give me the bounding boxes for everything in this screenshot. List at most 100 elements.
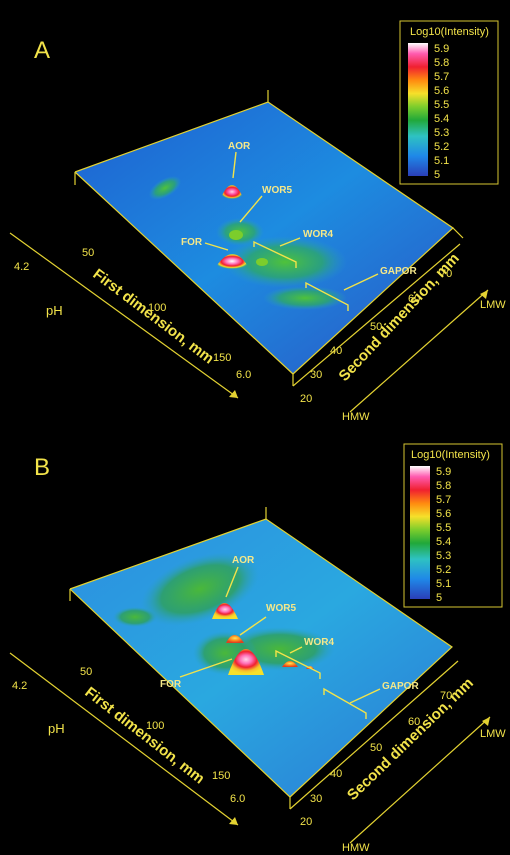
colorbar-tick-label: 5 bbox=[434, 169, 440, 181]
ph-arrow-icon bbox=[229, 817, 238, 825]
peak-for bbox=[228, 649, 264, 675]
second-dim-tick-50: 50 bbox=[370, 321, 382, 333]
peak-for bbox=[214, 254, 250, 270]
colorbar-tick-label: 5 bbox=[436, 592, 442, 604]
peak-label-aor: AOR bbox=[228, 141, 251, 152]
peak-label-wor4: WOR4 bbox=[304, 637, 334, 648]
arrow-gapor bbox=[343, 273, 379, 291]
ph-tick-high: 6.0 bbox=[230, 793, 245, 805]
chart-panel-b: B 4.2 6.0 pH 50 100 150 First dimension,… bbox=[9, 443, 506, 854]
bracket-wor4 bbox=[253, 240, 297, 268]
colorbar-tick-label: 5.2 bbox=[436, 564, 451, 576]
colorbar-legend: Log10(Intensity) 5.9 5.8 5.7 5.6 5.5 5.4 5.3 5.… bbox=[399, 20, 499, 185]
colorbar-tick-label: 5.7 bbox=[436, 494, 451, 506]
second-dim-tick-50: 50 bbox=[370, 742, 382, 754]
ph-arrow-icon bbox=[229, 390, 238, 398]
second-dim-tick-40: 40 bbox=[330, 345, 342, 357]
surface-green-region bbox=[113, 607, 157, 627]
second-dim-tick-20: 20 bbox=[300, 816, 312, 828]
peak-wor4 bbox=[282, 661, 298, 667]
colorbar-tick-label: 5.1 bbox=[434, 155, 449, 167]
arrow-gapor bbox=[349, 688, 381, 704]
peak-label-wor4: WOR4 bbox=[303, 229, 333, 240]
mw-tick-lmw: LMW bbox=[480, 728, 506, 740]
arrow-for bbox=[204, 242, 229, 251]
peak-aor bbox=[212, 603, 238, 619]
colorbar-title: Log10(Intensity) bbox=[411, 449, 490, 461]
second-dim-tick-40: 40 bbox=[330, 768, 342, 780]
ph-axis-label: pH bbox=[48, 721, 65, 736]
second-dim-tick-60: 60 bbox=[408, 716, 420, 728]
colorbar-tick-label: 5.5 bbox=[436, 522, 451, 534]
arrow-wor4 bbox=[279, 237, 301, 247]
peak-wor5 bbox=[229, 230, 243, 240]
panel-letter-b: B bbox=[34, 454, 50, 481]
peak-label-gapor: GAPOR bbox=[380, 266, 417, 277]
colorbar-tick-label: 5.6 bbox=[436, 508, 451, 520]
colorbar-tick-label: 5.2 bbox=[434, 141, 449, 153]
surface-green-region bbox=[263, 286, 347, 310]
mw-arrow-icon bbox=[480, 290, 488, 299]
arrow-aor bbox=[225, 566, 239, 598]
colorbar-tick-label: 5.4 bbox=[434, 113, 449, 125]
mw-arrow-icon bbox=[482, 717, 490, 726]
peak-aor bbox=[220, 185, 244, 200]
surface-green-region bbox=[223, 236, 347, 288]
arrow-wor4 bbox=[289, 646, 303, 654]
peak-label-for: FOR bbox=[160, 679, 182, 690]
second-dim-tick-60: 60 bbox=[408, 293, 420, 305]
peak-label-gapor: GAPOR bbox=[382, 681, 419, 692]
surface-green-region bbox=[148, 176, 182, 200]
colorbar-tick-label: 5.4 bbox=[436, 536, 451, 548]
peak-wor5 bbox=[226, 635, 244, 643]
axis-box bbox=[69, 507, 459, 810]
ph-axis-line bbox=[9, 232, 239, 399]
peak-label-for: FOR bbox=[181, 237, 203, 248]
panel-letter-a: A bbox=[34, 37, 50, 64]
first-dim-tick-50: 50 bbox=[80, 666, 92, 678]
second-dim-tick-30: 30 bbox=[310, 793, 322, 805]
peak-wor4 bbox=[256, 258, 268, 266]
chart-panel-a: A 4.2 6.0 pH 50 100 150 First dimension,… bbox=[9, 20, 506, 423]
first-dim-tick-50: 50 bbox=[82, 247, 94, 259]
peak-label-aor: AOR bbox=[232, 555, 255, 566]
arrow-for bbox=[179, 658, 233, 678]
ph-tick-low: 4.2 bbox=[12, 680, 27, 692]
second-dim-tick-70: 70 bbox=[440, 268, 452, 280]
bracket-gapor bbox=[305, 281, 349, 311]
bracket-wor4 bbox=[275, 649, 321, 679]
first-dim-tick-100: 100 bbox=[148, 302, 166, 314]
ph-tick-low: 4.2 bbox=[14, 261, 29, 273]
mw-tick-hmw: HMW bbox=[342, 842, 370, 854]
colorbar-tick-label: 5.6 bbox=[434, 85, 449, 97]
ph-axis-label: pH bbox=[46, 303, 63, 318]
colorbar-gradient bbox=[408, 43, 428, 176]
colorbar-gradient bbox=[410, 466, 430, 599]
first-dim-tick-100: 100 bbox=[146, 720, 164, 732]
axis-box bbox=[74, 90, 464, 387]
arrow-wor5 bbox=[239, 195, 263, 223]
mw-tick-hmw: HMW bbox=[342, 411, 370, 423]
colorbar-tick-label: 5.3 bbox=[434, 127, 449, 139]
second-dim-tick-30: 30 bbox=[310, 369, 322, 381]
peak-label-wor5: WOR5 bbox=[266, 603, 296, 614]
colorbar-tick-label: 5.1 bbox=[436, 578, 451, 590]
bracket-gapor bbox=[323, 687, 367, 719]
colorbar-tick-label: 5.9 bbox=[434, 43, 449, 55]
colorbar-tick-label: 5.8 bbox=[434, 57, 449, 69]
peak-label-wor5: WOR5 bbox=[262, 185, 292, 196]
mw-axis-line bbox=[349, 289, 489, 413]
ph-tick-high: 6.0 bbox=[236, 369, 251, 381]
colorbar-legend: Log10(Intensity) 5.9 5.8 5.7 5.6 5.5 5.4 5.3 5.… bbox=[403, 443, 503, 608]
mw-tick-lmw: LMW bbox=[480, 299, 506, 311]
ph-axis-line bbox=[9, 652, 239, 826]
colorbar-title: Log10(Intensity) bbox=[410, 26, 489, 38]
colorbar-tick-label: 5.8 bbox=[436, 480, 451, 492]
second-dim-tick-20: 20 bbox=[300, 393, 312, 405]
mw-axis-line bbox=[349, 716, 491, 844]
colorbar-tick-label: 5.5 bbox=[434, 99, 449, 111]
second-dim-tick-70: 70 bbox=[440, 690, 452, 702]
colorbar-tick-label: 5.7 bbox=[434, 71, 449, 83]
colorbar-tick-label: 5.9 bbox=[436, 466, 451, 478]
arrow-wor5 bbox=[239, 616, 267, 636]
